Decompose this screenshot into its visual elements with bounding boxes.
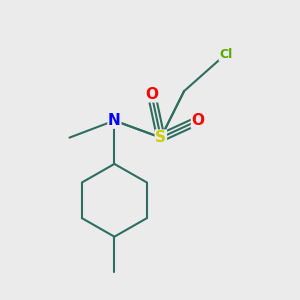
Text: Cl: Cl (219, 47, 232, 61)
Text: O: O (145, 87, 158, 102)
Text: N: N (108, 113, 121, 128)
Text: S: S (155, 130, 166, 145)
Text: O: O (191, 113, 205, 128)
